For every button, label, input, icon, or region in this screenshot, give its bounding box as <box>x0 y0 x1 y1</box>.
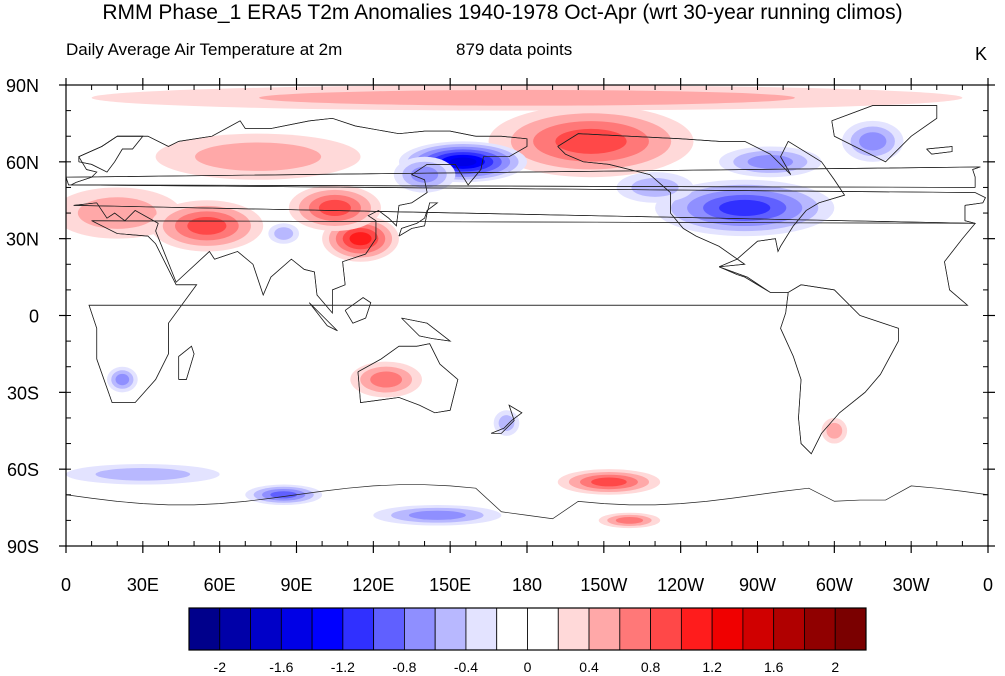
anomaly-region-5 <box>719 146 822 178</box>
units-label: K <box>975 44 988 64</box>
lon-tick-label-11: 30W <box>893 575 930 595</box>
anomaly-region-12 <box>268 223 300 244</box>
anomaly-region-3 <box>393 156 456 193</box>
lon-tick-label-5: 150E <box>429 575 471 595</box>
lon-tick-label-3: 90E <box>280 575 312 595</box>
anomaly-region-17 <box>557 469 661 495</box>
anomaly-region-6 <box>842 120 904 162</box>
lon-tick-label-12: 0 <box>983 575 993 595</box>
coastlines <box>66 105 988 520</box>
lat-tick-label-4: 30S <box>7 383 39 403</box>
lon-tick-label-2: 60E <box>204 575 236 595</box>
lat-tick-label-0: 90N <box>6 76 39 96</box>
anomaly-region-23 <box>616 172 694 203</box>
chart-title: RMM Phase_1 ERA5 T2m Anomalies 1940-1978… <box>102 1 903 24</box>
anomaly-region-7 <box>91 85 963 111</box>
anomaly-region-18 <box>245 484 323 506</box>
lon-tick-label-9: 90W <box>739 575 776 595</box>
lat-tick-label-3: 0 <box>29 307 39 327</box>
lon-tick-label-1: 30E <box>127 575 159 595</box>
anomaly-region-14 <box>106 366 138 393</box>
anomaly-region-11 <box>288 184 382 231</box>
anomaly-region-13 <box>155 133 361 180</box>
lat-tick-label-2: 30N <box>6 230 39 250</box>
lat-tick-label-5: 60S <box>7 460 39 480</box>
lat-tick-label-6: 90S <box>7 537 39 557</box>
lat-tick-label-1: 60N <box>6 153 39 173</box>
lon-tick-label-8: 120W <box>657 575 704 595</box>
chart-subtitle: Daily Average Air Temperature at 2m <box>66 40 343 59</box>
anomaly-region-15 <box>350 361 422 398</box>
lon-tick-label-0: 0 <box>61 575 71 595</box>
data-point-count: 879 data points <box>456 40 573 59</box>
anomaly-region-19 <box>373 505 502 526</box>
anomaly-region-16 <box>493 410 520 436</box>
axis-ticks <box>59 78 995 553</box>
anomaly-region-21 <box>66 464 220 485</box>
lon-tick-label-4: 120E <box>352 575 394 595</box>
anomaly-region-9 <box>150 200 264 252</box>
lon-tick-label-10: 60W <box>816 575 853 595</box>
anomaly-region-20 <box>598 512 661 529</box>
lon-tick-label-6: 180 <box>512 575 542 595</box>
lon-tick-label-7: 150W <box>580 575 627 595</box>
anomaly-region-22 <box>821 417 848 444</box>
